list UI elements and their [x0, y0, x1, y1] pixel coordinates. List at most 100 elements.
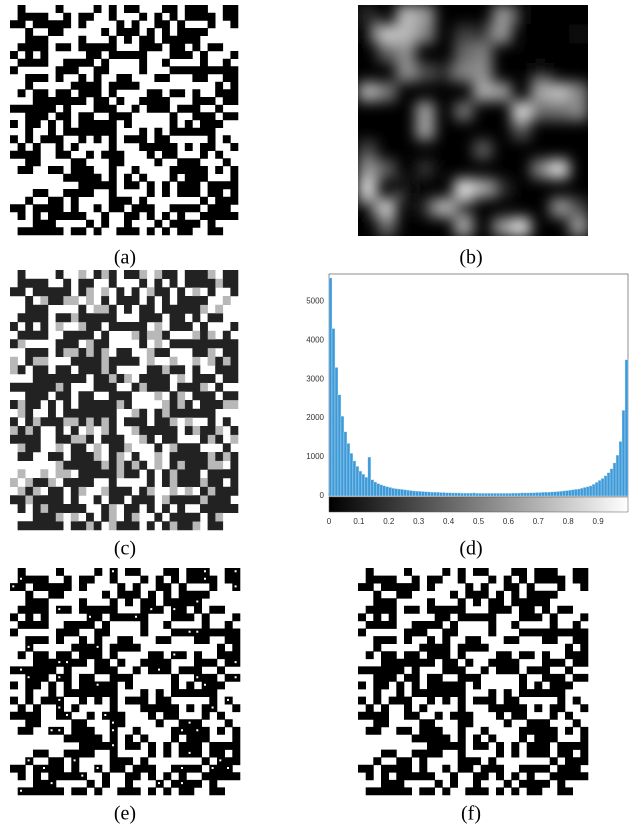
blur-cell: [530, 159, 550, 179]
bar: [499, 493, 503, 497]
bar: [334, 367, 339, 497]
x-tick-label: 0.5: [473, 517, 485, 526]
blur-cell: [415, 198, 435, 218]
y-tick-label: 5000: [306, 296, 324, 305]
bar: [448, 492, 452, 497]
blur-cell: [569, 24, 588, 44]
bar: [355, 466, 360, 497]
bar: [349, 452, 354, 497]
blur-cell: [415, 62, 435, 83]
blur-cell: [415, 101, 435, 121]
blur-cell: [473, 62, 493, 83]
bar: [457, 492, 461, 497]
bar: [490, 493, 494, 497]
blur-group: [358, 5, 588, 236]
blur-cell: [358, 159, 378, 179]
bar: [573, 489, 578, 497]
blur-cell: [511, 101, 531, 121]
bar: [433, 491, 437, 497]
x-tick-label: 0.7: [533, 517, 545, 526]
bar: [463, 492, 467, 497]
bar: [526, 492, 530, 497]
blur-cell: [358, 24, 378, 44]
blur-cell: [530, 101, 550, 121]
blur-cell: [569, 217, 588, 236]
x-tick-label: 0.1: [353, 517, 365, 526]
bar: [523, 492, 527, 497]
bar: [391, 488, 395, 497]
bar: [562, 490, 566, 497]
blur-cell: [377, 159, 397, 179]
bar: [367, 456, 372, 497]
blur-cell: [454, 217, 474, 236]
bar: [535, 492, 539, 497]
x-tick-label: 0.6: [503, 517, 515, 526]
blur-cell: [473, 43, 493, 63]
bar: [460, 492, 464, 497]
bar: [466, 492, 470, 497]
bar: [442, 492, 446, 497]
bar: [487, 493, 491, 497]
caption: (f): [461, 803, 481, 825]
caption: (c): [114, 538, 136, 560]
bar: [597, 480, 602, 497]
blur-cell: [358, 178, 378, 198]
bar: [361, 473, 366, 497]
bar: [439, 492, 443, 497]
bar: [532, 492, 536, 497]
bar: [496, 493, 500, 497]
bar: [364, 477, 369, 497]
blur-cell: [415, 159, 435, 179]
blur-cell: [569, 101, 588, 121]
bar: [397, 488, 401, 497]
bar: [576, 488, 581, 497]
bar: [493, 493, 497, 497]
blur-cell: [492, 178, 512, 198]
blur-cell: [492, 5, 512, 25]
bar: [427, 491, 431, 497]
blur-cell: [396, 43, 416, 63]
bar: [520, 492, 524, 497]
bar: [481, 493, 485, 497]
bar: [331, 328, 336, 497]
blur-cell: [454, 24, 474, 44]
blur-cell: [550, 82, 570, 102]
bar: [409, 490, 413, 497]
blur-cell: [530, 82, 550, 102]
blur-cell: [550, 101, 570, 121]
colorbar: [328, 496, 629, 513]
bar: [565, 490, 569, 497]
caption: (d): [459, 538, 482, 560]
pixel-image: [358, 568, 589, 796]
bar: [352, 460, 357, 497]
y-tick-label: 4000: [306, 335, 324, 344]
blur-cell: [550, 159, 570, 179]
bar: [556, 491, 560, 497]
pixel-image-gray: [10, 270, 239, 531]
bar: [621, 410, 626, 497]
bar: [379, 484, 384, 497]
bar: [343, 431, 348, 497]
bar: [553, 491, 557, 497]
bar: [421, 491, 425, 497]
caption: (b): [459, 247, 482, 269]
blur-cell: [358, 198, 378, 218]
blur-cell: [492, 217, 512, 236]
blur-cell: [530, 43, 550, 63]
x-tick-label: 0.8: [563, 517, 575, 526]
bar: [624, 359, 629, 497]
x-tick-label: 0.3: [413, 517, 425, 526]
bar: [609, 468, 614, 497]
x-tick-label: 0.9: [593, 517, 605, 526]
x-tick-label: 0.4: [443, 517, 455, 526]
bar: [328, 277, 333, 497]
blur-cell: [492, 82, 512, 102]
blur-cell: [454, 178, 474, 198]
blur-cell: [473, 140, 493, 160]
blur-cell: [569, 82, 588, 102]
bar: [424, 491, 428, 497]
blur-cell: [415, 120, 435, 141]
blur-cell: [473, 24, 493, 44]
bar: [514, 492, 518, 497]
